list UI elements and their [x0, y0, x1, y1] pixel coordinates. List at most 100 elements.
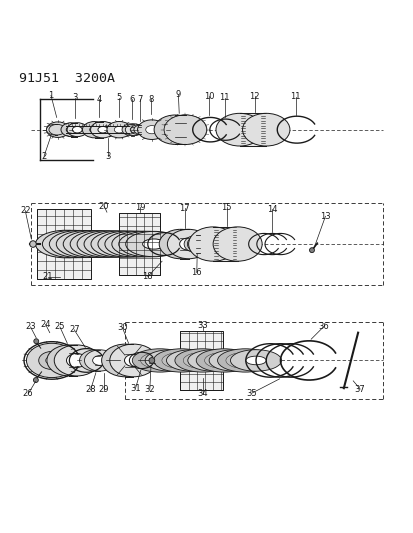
- Ellipse shape: [47, 345, 92, 376]
- Text: 6: 6: [129, 94, 134, 103]
- Text: 11: 11: [219, 93, 229, 102]
- Text: 3: 3: [73, 93, 78, 102]
- Ellipse shape: [154, 115, 196, 144]
- Ellipse shape: [82, 122, 107, 138]
- Text: 32: 32: [144, 384, 155, 393]
- Ellipse shape: [74, 239, 98, 249]
- Ellipse shape: [36, 230, 97, 258]
- Ellipse shape: [133, 125, 148, 134]
- Ellipse shape: [126, 231, 182, 257]
- Ellipse shape: [134, 127, 141, 132]
- Ellipse shape: [70, 231, 129, 257]
- Text: 20: 20: [99, 201, 109, 211]
- Text: 9: 9: [176, 91, 180, 100]
- Ellipse shape: [225, 352, 264, 369]
- Ellipse shape: [171, 356, 191, 365]
- Ellipse shape: [42, 230, 103, 258]
- Ellipse shape: [61, 123, 81, 136]
- Ellipse shape: [164, 115, 206, 144]
- Ellipse shape: [132, 349, 188, 372]
- Ellipse shape: [52, 126, 64, 133]
- Ellipse shape: [131, 125, 145, 134]
- Ellipse shape: [183, 352, 222, 369]
- Text: 4: 4: [96, 94, 101, 103]
- Ellipse shape: [130, 127, 138, 132]
- Ellipse shape: [84, 231, 142, 257]
- Circle shape: [149, 358, 154, 364]
- Text: 33: 33: [197, 321, 208, 330]
- Ellipse shape: [140, 352, 179, 369]
- Ellipse shape: [138, 127, 144, 132]
- Ellipse shape: [84, 350, 115, 371]
- Bar: [119, 213, 160, 274]
- Text: 19: 19: [135, 203, 145, 212]
- Text: 17: 17: [179, 204, 190, 213]
- Text: 22: 22: [20, 206, 31, 215]
- Ellipse shape: [95, 239, 118, 249]
- Ellipse shape: [213, 356, 234, 365]
- Ellipse shape: [116, 354, 134, 367]
- Ellipse shape: [98, 126, 107, 133]
- Ellipse shape: [216, 114, 263, 146]
- Ellipse shape: [45, 357, 58, 365]
- Ellipse shape: [160, 356, 180, 365]
- Ellipse shape: [112, 231, 169, 257]
- Ellipse shape: [167, 229, 209, 259]
- Text: 14: 14: [266, 205, 277, 214]
- Ellipse shape: [161, 352, 200, 369]
- Ellipse shape: [137, 120, 166, 140]
- Ellipse shape: [224, 356, 244, 365]
- Ellipse shape: [77, 231, 136, 257]
- Ellipse shape: [142, 239, 165, 249]
- Ellipse shape: [67, 239, 91, 249]
- Ellipse shape: [109, 344, 157, 377]
- Ellipse shape: [46, 124, 63, 135]
- Ellipse shape: [165, 123, 185, 136]
- Ellipse shape: [184, 236, 208, 253]
- Ellipse shape: [122, 124, 140, 135]
- Ellipse shape: [39, 351, 65, 369]
- Ellipse shape: [67, 123, 87, 136]
- Ellipse shape: [72, 126, 82, 133]
- Ellipse shape: [153, 349, 209, 372]
- Circle shape: [34, 339, 39, 344]
- Bar: [180, 331, 223, 390]
- Text: 24: 24: [40, 320, 51, 329]
- Ellipse shape: [166, 350, 217, 371]
- Ellipse shape: [91, 231, 149, 257]
- Text: 13: 13: [319, 212, 330, 221]
- Ellipse shape: [46, 122, 69, 138]
- Ellipse shape: [124, 354, 142, 367]
- Polygon shape: [55, 124, 57, 135]
- Ellipse shape: [179, 238, 197, 250]
- Ellipse shape: [188, 227, 237, 261]
- Ellipse shape: [90, 122, 115, 138]
- Ellipse shape: [174, 349, 230, 372]
- Bar: [38, 209, 90, 279]
- Text: 11: 11: [290, 93, 300, 101]
- Ellipse shape: [79, 350, 110, 371]
- Ellipse shape: [49, 230, 109, 257]
- Ellipse shape: [119, 231, 175, 257]
- Ellipse shape: [107, 122, 131, 138]
- Ellipse shape: [54, 345, 99, 376]
- Text: 35: 35: [246, 389, 256, 398]
- Text: 5: 5: [116, 93, 121, 102]
- Text: 31: 31: [130, 384, 140, 393]
- Ellipse shape: [122, 239, 145, 249]
- Text: 26: 26: [23, 390, 33, 399]
- Ellipse shape: [135, 239, 158, 249]
- Text: 21: 21: [43, 272, 53, 281]
- Ellipse shape: [61, 239, 85, 249]
- Text: 16: 16: [191, 268, 202, 277]
- Circle shape: [309, 248, 313, 253]
- Ellipse shape: [56, 230, 116, 257]
- Text: 28: 28: [85, 385, 96, 394]
- Ellipse shape: [63, 231, 123, 257]
- Text: 3: 3: [105, 152, 111, 161]
- Text: 2: 2: [41, 152, 47, 161]
- Ellipse shape: [230, 350, 281, 371]
- Ellipse shape: [115, 239, 138, 249]
- Ellipse shape: [192, 356, 212, 365]
- Ellipse shape: [203, 356, 223, 365]
